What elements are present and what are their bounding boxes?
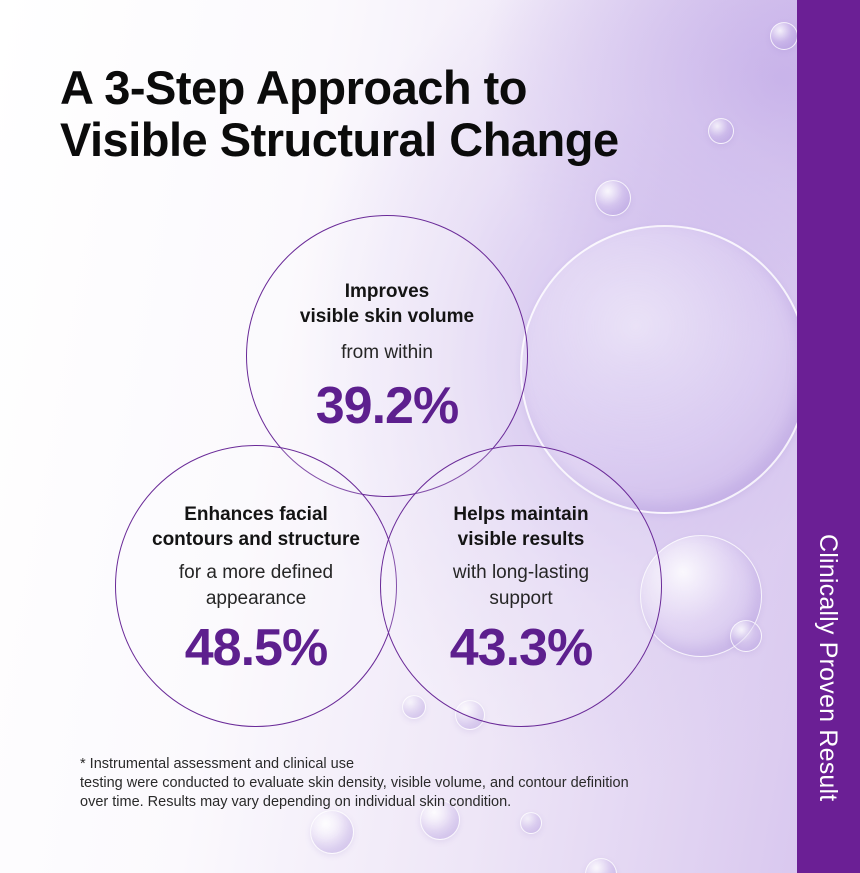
step-heading-line: Helps maintain — [453, 504, 589, 525]
sidebar-banner: Clinically Proven Result — [797, 0, 860, 873]
footnote: * Instrumental assessment and clinical u… — [80, 755, 720, 812]
step-heading: Helps maintain visible results — [381, 502, 661, 552]
step-subtext: with long-lasting support — [381, 560, 661, 612]
step-subtext-line: with long-lasting — [452, 562, 590, 583]
step-subtext-line: support — [489, 588, 553, 609]
step-stat-value: 43.3% — [449, 619, 593, 677]
step-subtext-line: from within — [341, 342, 433, 363]
step-heading-line: contours and structure — [152, 529, 360, 550]
footnote-line: testing were conducted to evaluate skin … — [80, 775, 629, 791]
bubble-graphic — [585, 858, 617, 873]
step-subtext: for a more defined appearance — [116, 560, 396, 612]
bubble-graphic — [402, 695, 426, 719]
bubble-graphic — [708, 118, 734, 144]
step-heading-line: Improves — [344, 281, 430, 302]
page-title: A 3-Step Approach to Visible Structural … — [60, 62, 619, 166]
bubble-graphic — [770, 22, 797, 50]
footnote-line: over time. Results may vary depending on… — [80, 794, 512, 810]
step-subtext-line: appearance — [205, 588, 307, 609]
bubble-graphic — [310, 810, 354, 854]
sidebar-label: Clinically Proven Result — [814, 534, 842, 802]
bubble-graphic — [420, 800, 460, 840]
step-subtext: from within — [247, 340, 527, 366]
bubble-graphic — [730, 620, 762, 652]
step-circle-results: Helps maintain visible results with long… — [380, 445, 662, 727]
background-image — [0, 0, 797, 873]
step-heading-line: visible skin volume — [299, 306, 475, 327]
step-circle-contours: Enhances facial contours and structure f… — [115, 445, 397, 727]
bubble-graphic — [520, 812, 542, 834]
step-stat-value: 48.5% — [184, 619, 328, 677]
step-heading-line: Enhances facial — [184, 504, 328, 525]
step-heading: Improves visible skin volume — [247, 279, 527, 329]
step-heading-line: visible results — [457, 529, 585, 550]
bubble-graphic — [595, 180, 631, 216]
title-line-1: A 3-Step Approach to — [60, 61, 527, 114]
footnote-line: * Instrumental assessment and clinical u… — [80, 756, 355, 772]
title-line-2: Visible Structural Change — [60, 113, 619, 166]
step-subtext-line: for a more defined — [178, 562, 334, 583]
step-stat-value: 39.2% — [315, 377, 459, 435]
step-heading: Enhances facial contours and structure — [116, 502, 396, 552]
